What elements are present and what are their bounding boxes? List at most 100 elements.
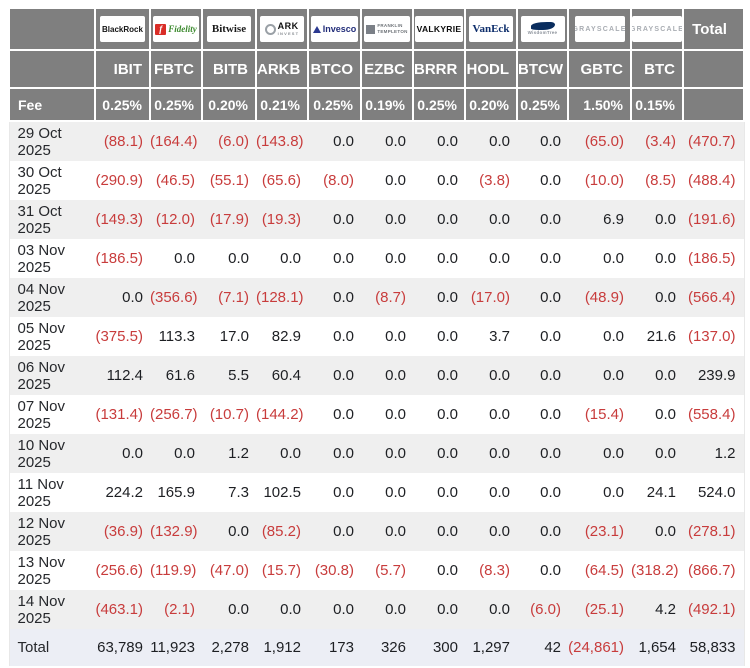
issuer-label: FRANKLIN TEMPLETON bbox=[377, 23, 408, 34]
flow-FBTC: (256.7) bbox=[150, 395, 202, 434]
data-row-12-Nov-2025: 12 Nov 2025 (36.9) (132.9) 0.0 (85.2) 0.0 0.0 0… bbox=[8, 512, 745, 551]
issuer-cell-BRRR: VALKYRIE bbox=[412, 7, 466, 51]
flow-BITB: 0.0 bbox=[202, 590, 256, 629]
flow-BTCW: (6.0) bbox=[517, 590, 568, 629]
flow-GBTC: (25.1) bbox=[568, 590, 631, 629]
total-IBIT: 63,789 bbox=[95, 629, 150, 666]
ticker-total-empty bbox=[682, 49, 745, 89]
flow-total: (137.0) bbox=[683, 317, 745, 356]
flow-total: 239.9 bbox=[683, 356, 745, 395]
fee-BTCO: 0.25% bbox=[307, 87, 362, 122]
total-BTCO: 173 bbox=[308, 629, 361, 666]
flow-EZBC: 0.0 bbox=[361, 161, 413, 200]
flow-BTC: 24.1 bbox=[631, 473, 683, 512]
flow-BTCW: 0.0 bbox=[517, 356, 568, 395]
issuer-label: BlackRock bbox=[102, 24, 143, 34]
date-cell: 03 Nov 2025 bbox=[8, 239, 95, 278]
date-cell: 07 Nov 2025 bbox=[8, 395, 95, 434]
franklin-square-icon bbox=[366, 24, 376, 34]
flow-BTCW: 0.0 bbox=[517, 239, 568, 278]
flow-BITB: 17.0 bbox=[202, 317, 256, 356]
data-row-13-Nov-2025: 13 Nov 2025 (256.6) (119.9) (47.0) (15.7) (30… bbox=[8, 551, 745, 590]
flow-ARKB: 0.0 bbox=[256, 434, 308, 473]
flow-BRRR: 0.0 bbox=[413, 161, 465, 200]
flow-BITB: 5.5 bbox=[202, 356, 256, 395]
fee-total-empty bbox=[682, 87, 745, 122]
issuer-cell-HODL: VanEck bbox=[464, 7, 518, 51]
total-HODL: 1,297 bbox=[465, 629, 517, 666]
flow-EZBC: 0.0 bbox=[361, 473, 413, 512]
total-column-header: Total bbox=[682, 7, 745, 51]
issuer-label: Invesco bbox=[322, 24, 357, 34]
flow-BRRR: 0.0 bbox=[413, 551, 465, 590]
flow-total: (191.6) bbox=[683, 200, 745, 239]
flow-IBIT: (88.1) bbox=[95, 121, 150, 161]
flow-total: (558.4) bbox=[683, 395, 745, 434]
flow-BRRR: 0.0 bbox=[413, 317, 465, 356]
flow-IBIT: (256.6) bbox=[95, 551, 150, 590]
franklin-logo: FRANKLIN TEMPLETON bbox=[364, 16, 410, 42]
flow-BRRR: 0.0 bbox=[413, 356, 465, 395]
flow-BITB: 0.0 bbox=[202, 512, 256, 551]
flow-total: (470.7) bbox=[683, 121, 745, 161]
flow-IBIT: (131.4) bbox=[95, 395, 150, 434]
flow-HODL: 0.0 bbox=[465, 121, 517, 161]
flow-ARKB: 0.0 bbox=[256, 239, 308, 278]
corner-cell bbox=[8, 7, 96, 51]
fee-EZBC: 0.19% bbox=[360, 87, 414, 122]
flow-BTC: 0.0 bbox=[631, 512, 683, 551]
date-cell: 05 Nov 2025 bbox=[8, 317, 95, 356]
flow-BTCW: 0.0 bbox=[517, 317, 568, 356]
flow-HODL: (8.3) bbox=[465, 551, 517, 590]
flow-BITB: (17.9) bbox=[202, 200, 256, 239]
fee-HODL: 0.20% bbox=[464, 87, 518, 122]
data-row-05-Nov-2025: 05 Nov 2025 (375.5) 113.3 17.0 82.9 0.0 0.0 0.0… bbox=[8, 317, 745, 356]
flow-EZBC: (5.7) bbox=[361, 551, 413, 590]
flow-GBTC: (65.0) bbox=[568, 121, 631, 161]
flow-ARKB: 82.9 bbox=[256, 317, 308, 356]
ticker-row: IBIT FBTC BITB ARKB BTCO EZBC BRRR HODL BTCW GBTC… bbox=[8, 49, 745, 89]
etf-flow-table: BlackRock f Fidelity Bitwise ARK INVEST Invesc… bbox=[8, 7, 745, 666]
issuer-label: GRAYSCALE bbox=[632, 25, 682, 33]
date-cell: 11 Nov 2025 bbox=[8, 473, 95, 512]
total-EZBC: 326 bbox=[361, 629, 413, 666]
flow-BTCW: 0.0 bbox=[517, 512, 568, 551]
flow-BTCO: 0.0 bbox=[308, 317, 361, 356]
flow-BITB: (7.1) bbox=[202, 278, 256, 317]
ark-ring-icon bbox=[264, 23, 276, 35]
flow-IBIT: (290.9) bbox=[95, 161, 150, 200]
flow-IBIT: (149.3) bbox=[95, 200, 150, 239]
flow-GBTC: 0.0 bbox=[568, 317, 631, 356]
flow-GBTC: (10.0) bbox=[568, 161, 631, 200]
issuer-label: VALKYRIE bbox=[416, 24, 462, 34]
ticker-BTCO: BTCO bbox=[307, 49, 362, 89]
flow-ARKB: 60.4 bbox=[256, 356, 308, 395]
ticker-GBTC: GBTC bbox=[567, 49, 632, 89]
total-row: Total 63,789 11,923 2,278 1,912 173 326 300 1,29… bbox=[8, 629, 745, 666]
flow-BTCW: 0.0 bbox=[517, 161, 568, 200]
flow-EZBC: 0.0 bbox=[361, 200, 413, 239]
flow-FBTC: 0.0 bbox=[150, 434, 202, 473]
flow-EZBC: 0.0 bbox=[361, 317, 413, 356]
ticker-BRRR: BRRR bbox=[412, 49, 466, 89]
ticker-FBTC: FBTC bbox=[149, 49, 203, 89]
data-row-14-Nov-2025: 14 Nov 2025 (463.1) (2.1) 0.0 0.0 0.0 0.0 0.0 0.… bbox=[8, 590, 745, 629]
flow-BTCO: 0.0 bbox=[308, 239, 361, 278]
total-row-label: Total bbox=[8, 629, 95, 666]
issuer-label: VanEck bbox=[472, 23, 510, 35]
total-BTCW: 42 bbox=[517, 629, 568, 666]
flow-IBIT: 0.0 bbox=[95, 434, 150, 473]
ticker-ARKB: ARKB bbox=[255, 49, 309, 89]
flow-FBTC: 61.6 bbox=[150, 356, 202, 395]
flow-FBTC: (12.0) bbox=[150, 200, 202, 239]
flow-EZBC: 0.0 bbox=[361, 121, 413, 161]
flow-ARKB: (128.1) bbox=[256, 278, 308, 317]
flow-total: (866.7) bbox=[683, 551, 745, 590]
table-body: 29 Oct 2025 (88.1) (164.4) (6.0) (143.8) 0.0 0… bbox=[8, 121, 745, 666]
flow-ARKB: (144.2) bbox=[256, 395, 308, 434]
data-row-29-Oct-2025: 29 Oct 2025 (88.1) (164.4) (6.0) (143.8) 0.0 0… bbox=[8, 121, 745, 161]
flow-total: (488.4) bbox=[683, 161, 745, 200]
flow-BRRR: 0.0 bbox=[413, 239, 465, 278]
flow-FBTC: (2.1) bbox=[150, 590, 202, 629]
